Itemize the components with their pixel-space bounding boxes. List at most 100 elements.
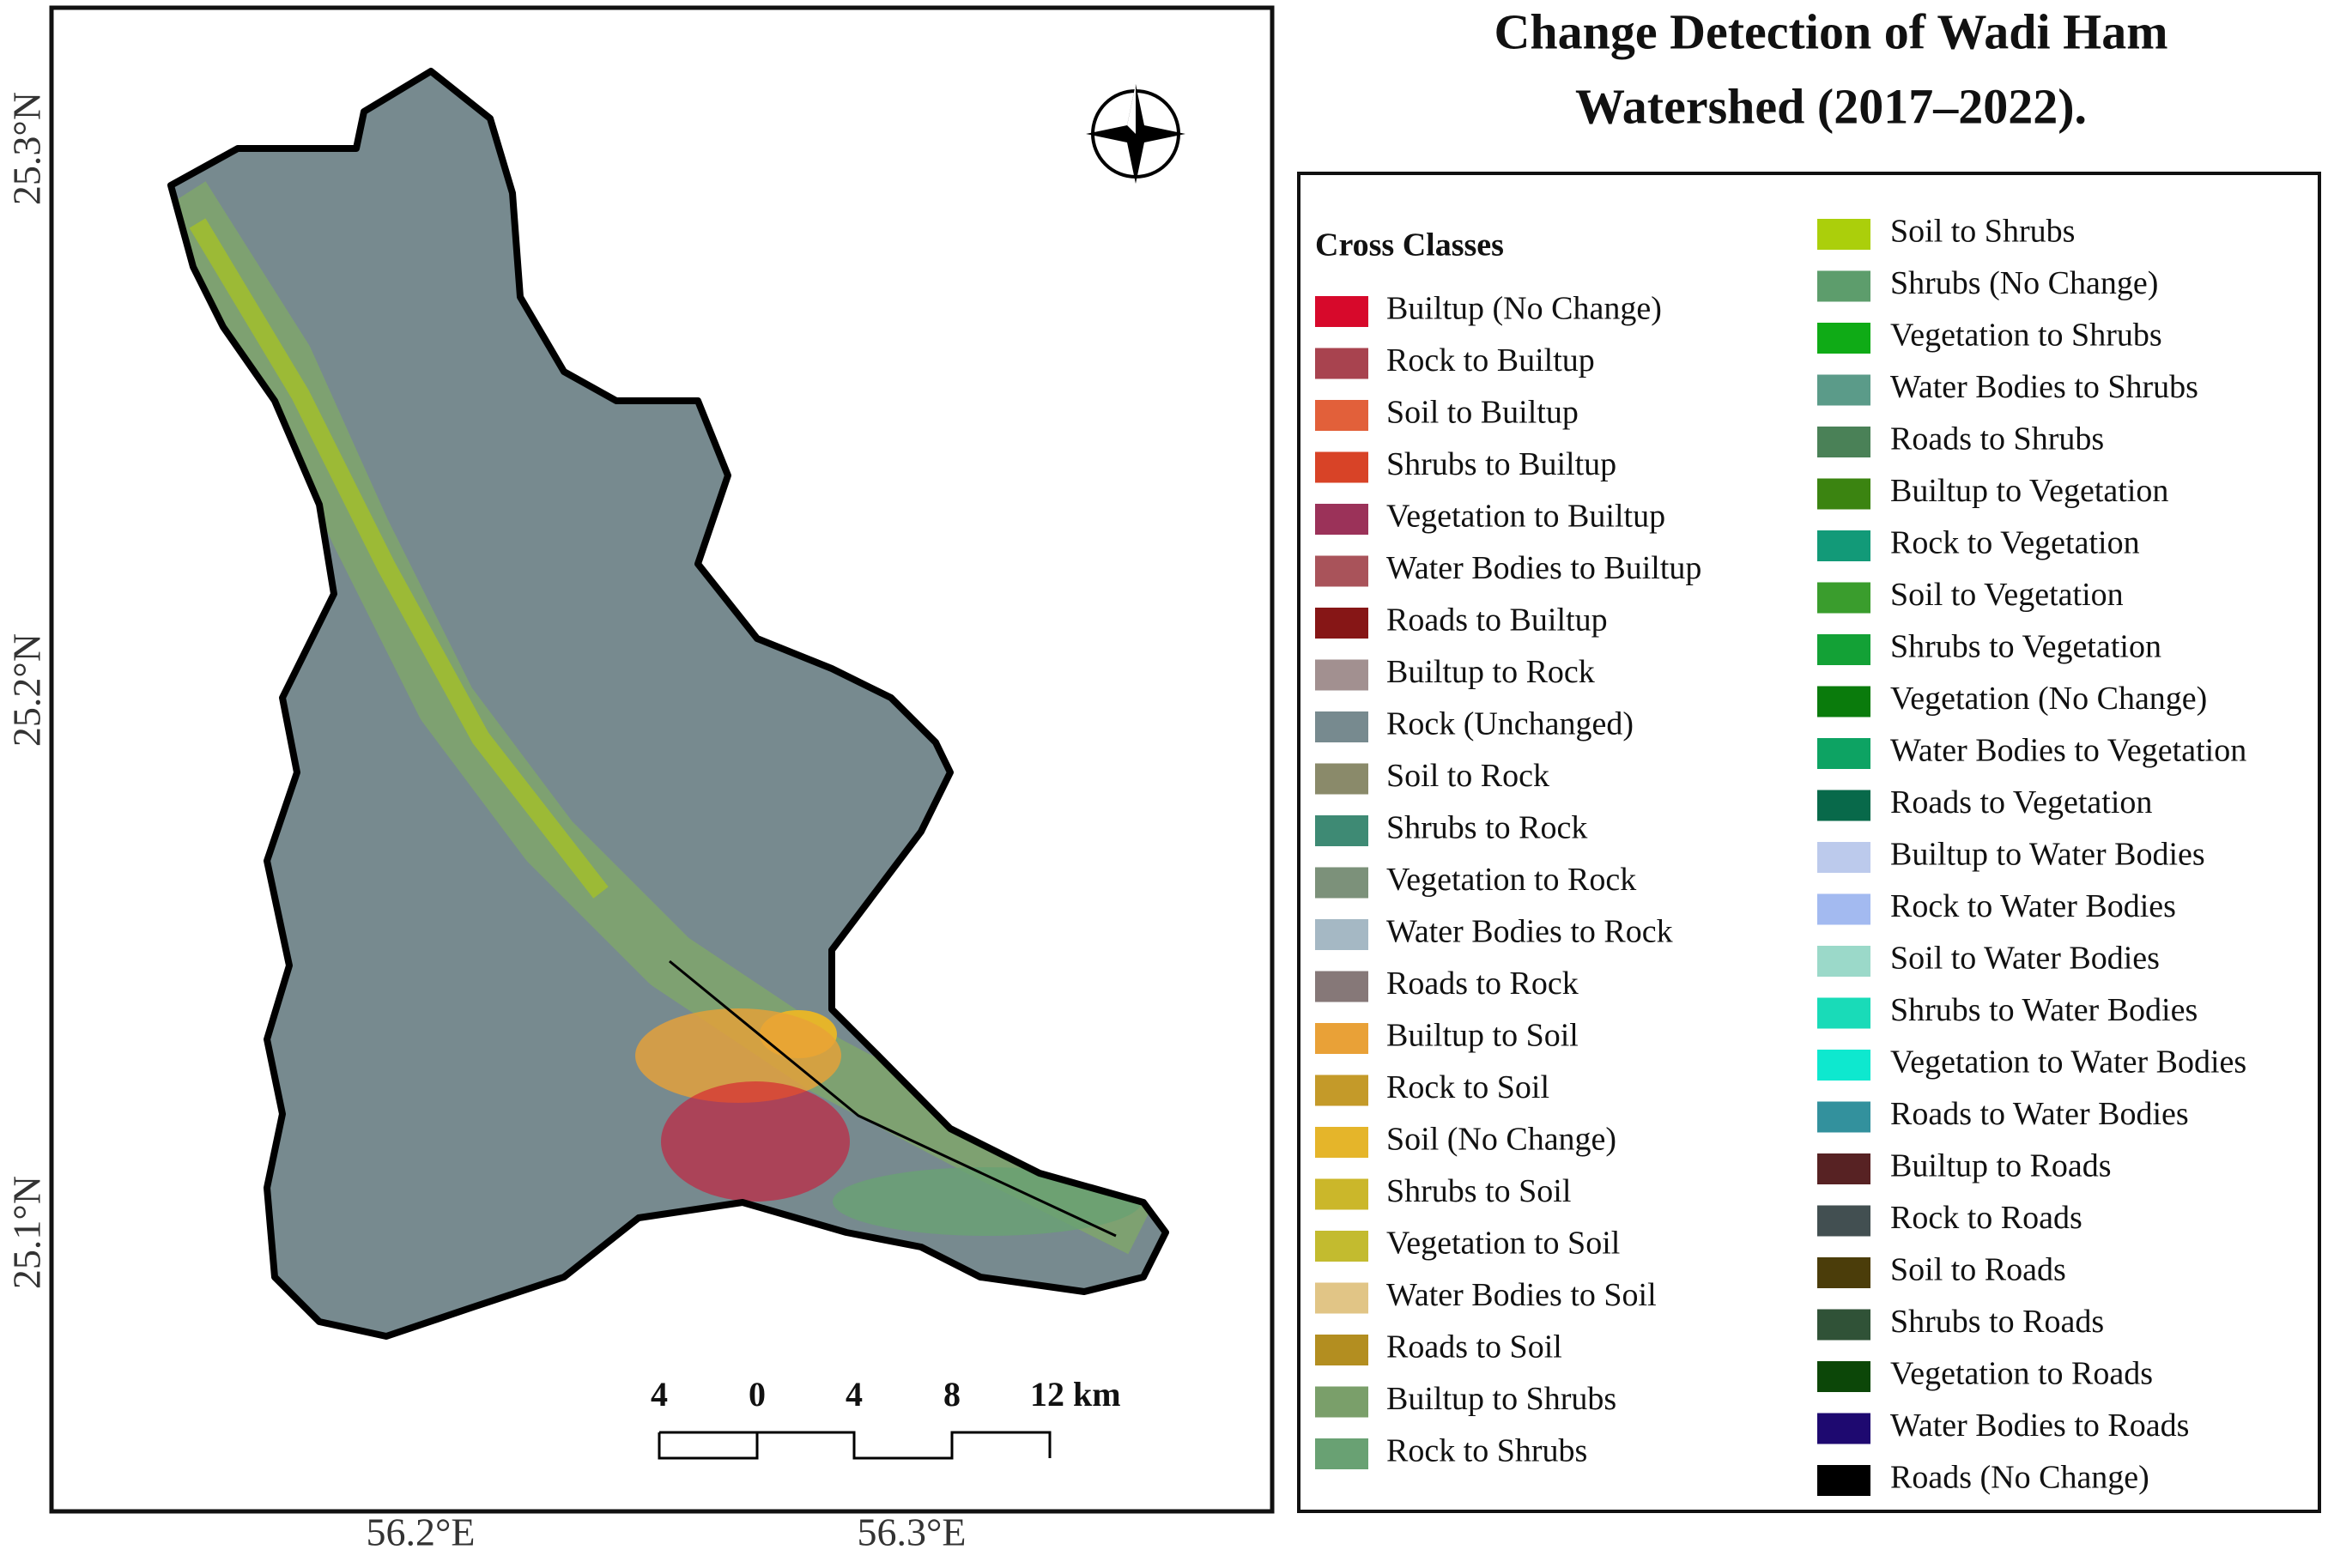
- legend-swatch: [1817, 738, 1870, 769]
- legend-label: Roads to Vegetation: [1890, 784, 2152, 820]
- title-line: Change Detection of Wadi Ham: [1494, 3, 2167, 59]
- legend-label: Rock to Water Bodies: [1890, 888, 2176, 924]
- legend-label: Vegetation (No Change): [1890, 681, 2207, 717]
- scale-label: 4: [651, 1375, 668, 1414]
- legend-label: Water Bodies to Vegetation: [1890, 733, 2246, 769]
- legend-swatch: [1315, 1282, 1368, 1314]
- legend-swatch: [1315, 815, 1368, 846]
- legend-swatch: [1817, 686, 1870, 717]
- longitude-label: 56.2°E: [367, 1510, 476, 1554]
- legend-swatch: [1817, 374, 1870, 406]
- legend-label: Soil to Vegetation: [1890, 577, 2124, 613]
- legend-swatch: [1817, 790, 1870, 821]
- legend-swatch: [1817, 842, 1870, 873]
- legend-title: Cross Classes: [1315, 227, 1504, 263]
- legend-swatch: [1817, 270, 1870, 302]
- legend-swatch: [1817, 997, 1870, 1029]
- north-arrow: [1086, 84, 1185, 184]
- scale-label: 8: [943, 1375, 961, 1414]
- latitude-label: 25.1°N: [5, 1176, 49, 1289]
- legend-swatch: [1817, 1413, 1870, 1444]
- watershed-boundary: [167, 68, 1169, 1340]
- legend-swatch: [1315, 348, 1368, 379]
- legend-label: Vegetation to Water Bodies: [1890, 1044, 2246, 1081]
- legend-label: Rock to Vegetation: [1890, 525, 2140, 561]
- builtup-soil-patch: [635, 1008, 841, 1103]
- legend-label: Builtup to Rock: [1386, 654, 1595, 690]
- shrub-patches: [189, 218, 609, 899]
- legend-label: Builtup to Vegetation: [1890, 473, 2168, 509]
- legend-swatch: [1817, 530, 1870, 561]
- legend-label: Builtup to Soil: [1386, 1018, 1579, 1054]
- legend-swatch: [1315, 867, 1368, 899]
- latitude-label: 25.3°N: [5, 92, 49, 205]
- legend-label: Rock to Builtup: [1386, 342, 1595, 378]
- legend-label: Rock (Unchanged): [1386, 706, 1634, 742]
- legend-label: Water Bodies to Rock: [1386, 914, 1673, 950]
- legend-label: Shrubs to Roads: [1890, 1304, 2104, 1340]
- legend-label: Builtup to Roads: [1890, 1148, 2112, 1184]
- legend-label: Shrubs to Rock: [1386, 810, 1587, 846]
- legend-swatch: [1817, 1101, 1870, 1133]
- legend-swatch: [1315, 1023, 1368, 1054]
- legend-swatch: [1817, 219, 1870, 250]
- legend-swatch: [1817, 323, 1870, 354]
- longitude-label: 56.3°E: [858, 1510, 967, 1554]
- legend-label: Roads to Shrubs: [1890, 421, 2104, 457]
- legend-label: Soil (No Change): [1386, 1122, 1616, 1158]
- legend-box: [1297, 172, 2321, 1513]
- legend-swatch: [1315, 659, 1368, 691]
- legend-swatch: [1315, 1178, 1368, 1210]
- legend-label: Builtup to Water Bodies: [1890, 837, 2205, 873]
- legend-swatch: [1315, 504, 1368, 535]
- legend-swatch: [1315, 1231, 1368, 1262]
- scale-label: 12 km: [1030, 1375, 1121, 1414]
- legend-label: Vegetation to Builtup: [1386, 499, 1665, 535]
- legend-label: Shrubs to Soil: [1386, 1173, 1571, 1209]
- legend-swatch: [1817, 427, 1870, 457]
- shrub-patch: [833, 1167, 1142, 1236]
- legend-label: Vegetation to Rock: [1386, 862, 1636, 898]
- legend-label: Rock to Roads: [1890, 1200, 2082, 1236]
- legend-label: Soil to Water Bodies: [1890, 941, 2160, 977]
- scale-label: 4: [846, 1375, 863, 1414]
- legend-swatch: [1817, 1465, 1870, 1496]
- legend-swatch: [1315, 400, 1368, 431]
- legend-swatch: [1817, 478, 1870, 510]
- legend-label: Water Bodies to Soil: [1386, 1277, 1657, 1313]
- legend-swatch: [1817, 1205, 1870, 1237]
- legend-label: Water Bodies to Builtup: [1386, 550, 1701, 586]
- legend-swatch: [1315, 608, 1368, 639]
- legend-label: Builtup to Shrubs: [1386, 1381, 1616, 1417]
- legend-swatch: [1817, 1153, 1870, 1184]
- legend-swatch: [1315, 711, 1368, 742]
- legend-label: Shrubs (No Change): [1890, 265, 2158, 301]
- legend-label: Water Bodies to Roads: [1890, 1408, 2189, 1444]
- legend-label: Vegetation to Soil: [1386, 1226, 1620, 1262]
- legend-label: Rock to Shrubs: [1386, 1433, 1587, 1469]
- legend-label: Roads (No Change): [1890, 1460, 2149, 1496]
- legend-swatch: [1315, 1386, 1368, 1418]
- legend-swatch: [1817, 893, 1870, 925]
- legend-swatch: [1817, 1257, 1870, 1288]
- legend-label: Water Bodies to Shrubs: [1890, 369, 2198, 405]
- legend-swatch: [1817, 634, 1870, 665]
- legend-label: Builtup (No Change): [1386, 291, 1662, 327]
- legend-swatch: [1315, 1075, 1368, 1106]
- legend-label: Roads to Water Bodies: [1890, 1096, 2189, 1132]
- legend-swatch: [1315, 919, 1368, 950]
- road: [669, 960, 1117, 1238]
- latitude-label: 25.2°N: [5, 633, 49, 747]
- legend-label: Soil to Builtup: [1386, 395, 1579, 431]
- legend-swatch: [1315, 971, 1368, 1002]
- legend-label: Roads to Rock: [1386, 966, 1579, 1002]
- legend-swatch: [1315, 1335, 1368, 1365]
- legend-swatch: [1315, 763, 1368, 795]
- legend-label: Rock to Soil: [1386, 1069, 1549, 1105]
- legend-label: Soil to Shrubs: [1890, 214, 2075, 250]
- builtup-patch: [661, 1081, 850, 1202]
- legend-swatch: [1817, 1050, 1870, 1081]
- legend-swatch: [1315, 1127, 1368, 1158]
- scale-label: 0: [749, 1375, 766, 1414]
- legend-label: Vegetation to Shrubs: [1890, 318, 2162, 354]
